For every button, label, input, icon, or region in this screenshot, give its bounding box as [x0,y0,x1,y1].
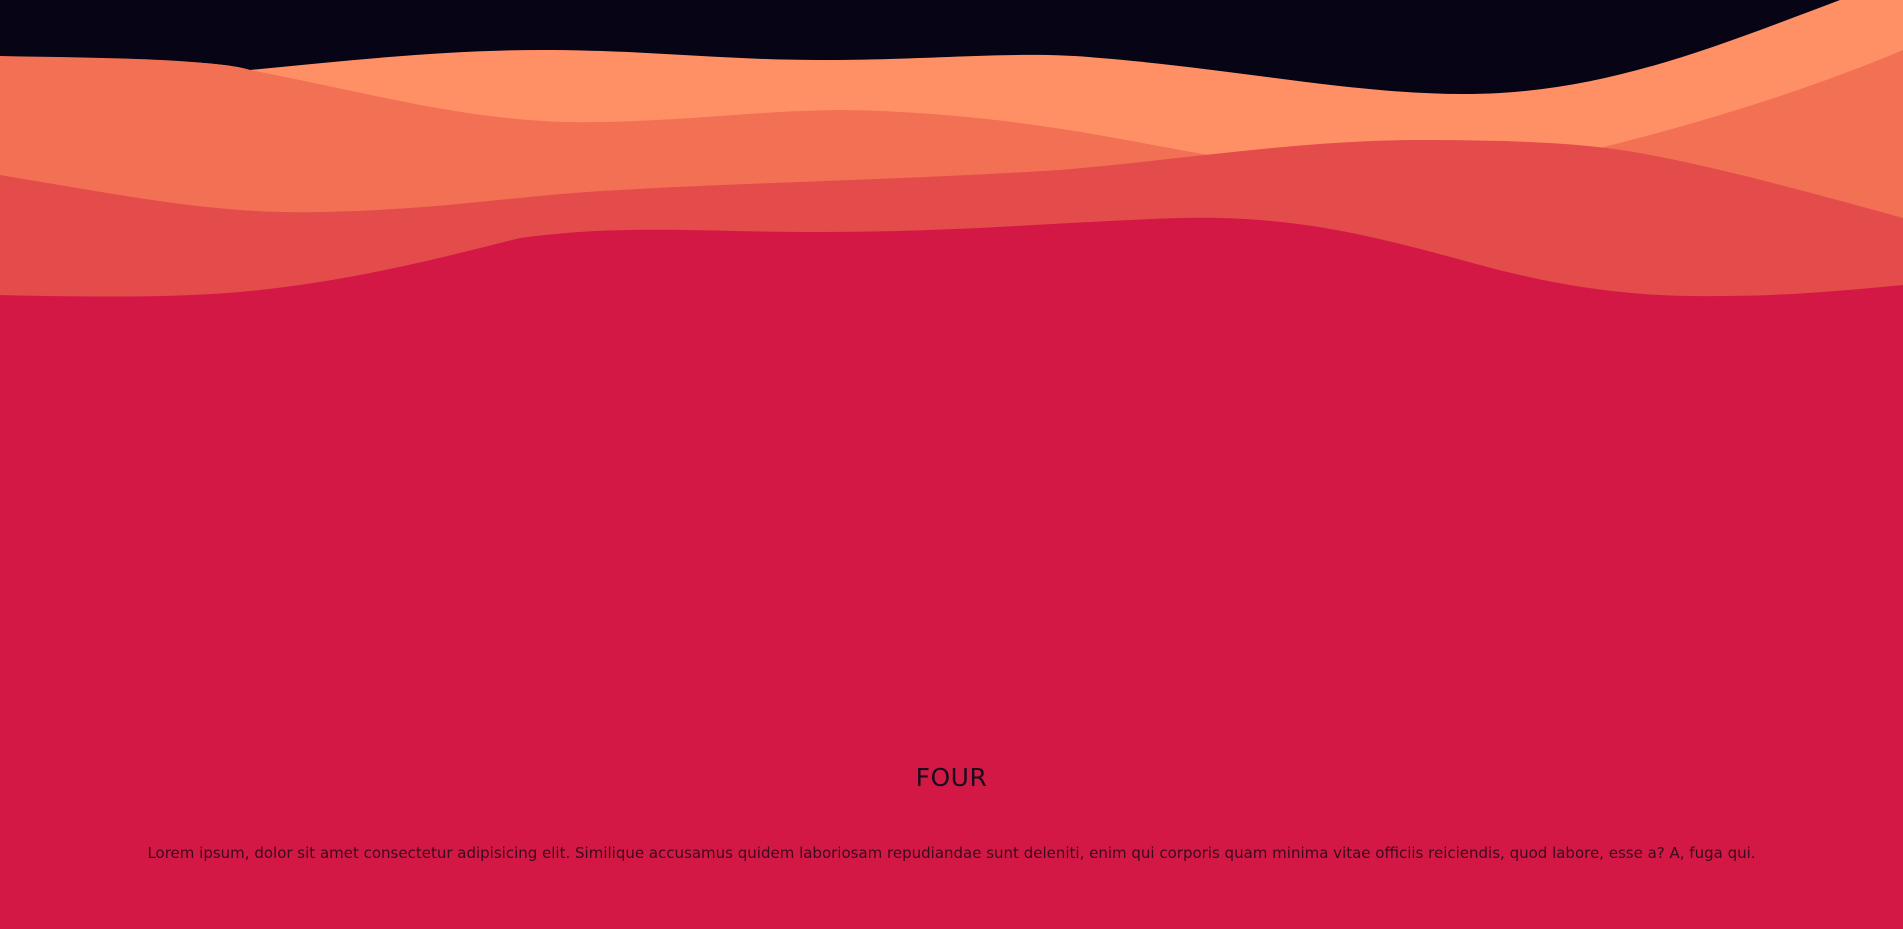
wave-background [0,0,1903,310]
section-title: FOUR [915,763,988,792]
wave-layer-crimson [0,217,1903,310]
section-body-text: Lorem ipsum, dolor sit amet consectetur … [147,844,1756,862]
